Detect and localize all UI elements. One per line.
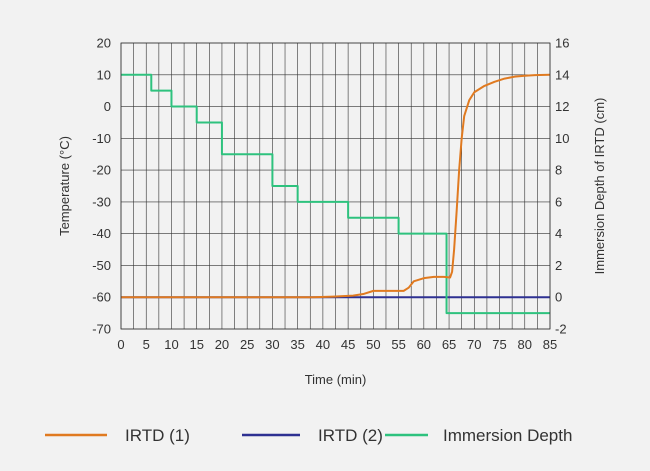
x-tick-label: 10 (164, 337, 178, 352)
y2-tick-label: 0 (555, 290, 562, 305)
x-tick-label: 0 (117, 337, 124, 352)
x-tick-label: 40 (316, 337, 330, 352)
x-tick-label: 20 (215, 337, 229, 352)
plot-frame (120, 42, 551, 330)
y-tick-label: -50 (92, 258, 111, 273)
y-tick-label: -70 (92, 322, 111, 337)
x-tick-label: 25 (240, 337, 254, 352)
x-tick-label: 55 (391, 337, 405, 352)
x-tick-label: 30 (265, 337, 279, 352)
y2-tick-label: 10 (555, 131, 569, 146)
x-tick-label: 80 (518, 337, 532, 352)
series-lines (121, 73, 551, 315)
plot-border (120, 42, 551, 330)
x-tick-label: 35 (290, 337, 304, 352)
x-tick-label: 15 (189, 337, 203, 352)
x-tick-label: 70 (467, 337, 481, 352)
x-axis-ticks: 0 5 10 15 20 25 30 35 40 45 50 55 60 65 70 75 80 85 (117, 337, 557, 352)
x-tick-label: 45 (341, 337, 355, 352)
y2-tick-label: 2 (555, 258, 562, 273)
x-tick-label: 85 (543, 337, 557, 352)
y2-tick-label: 4 (555, 226, 562, 241)
legend: IRTD (1) IRTD (2) Immersion Depth (45, 426, 572, 445)
y-axis-title: Temperature (°C) (57, 136, 72, 236)
y-tick-label: -40 (92, 226, 111, 241)
y2-tick-label: 16 (555, 36, 569, 51)
series-line-irtd-1 (121, 73, 551, 299)
y2-axis-title: Immersion Depth of IRTD (cm) (592, 98, 607, 275)
x-tick-label: 5 (143, 337, 150, 352)
x-axis-title: Time (min) (305, 372, 367, 387)
x-tick-label: 60 (417, 337, 431, 352)
y-tick-label: 20 (97, 36, 111, 51)
y-tick-label: -10 (92, 131, 111, 146)
legend-label-immersion-depth: Immersion Depth (443, 426, 572, 445)
y2-tick-label: 6 (555, 194, 562, 209)
x-tick-label: 65 (442, 337, 456, 352)
y-tick-label: -20 (92, 163, 111, 178)
y2-tick-label: 12 (555, 99, 569, 114)
y-tick-label: -30 (92, 194, 111, 209)
y2-tick-label: 8 (555, 163, 562, 178)
y-axis-ticks: 20 10 0 -10 -20 -30 -40 -50 -60 -70 (92, 36, 111, 337)
y-tick-label: -60 (92, 290, 111, 305)
y2-tick-label: 14 (555, 67, 569, 82)
y2-tick-label: -2 (555, 322, 567, 337)
legend-label-irtd-2: IRTD (2) (318, 426, 383, 445)
x-tick-label: 75 (492, 337, 506, 352)
y-tick-label: 0 (104, 99, 111, 114)
series-line-immersion-depth (121, 73, 550, 315)
y2-axis-ticks: 16 14 12 10 8 6 4 2 0 -2 (555, 36, 569, 337)
y-tick-label: 10 (97, 67, 111, 82)
legend-label-irtd-1: IRTD (1) (125, 426, 190, 445)
x-tick-label: 50 (366, 337, 380, 352)
